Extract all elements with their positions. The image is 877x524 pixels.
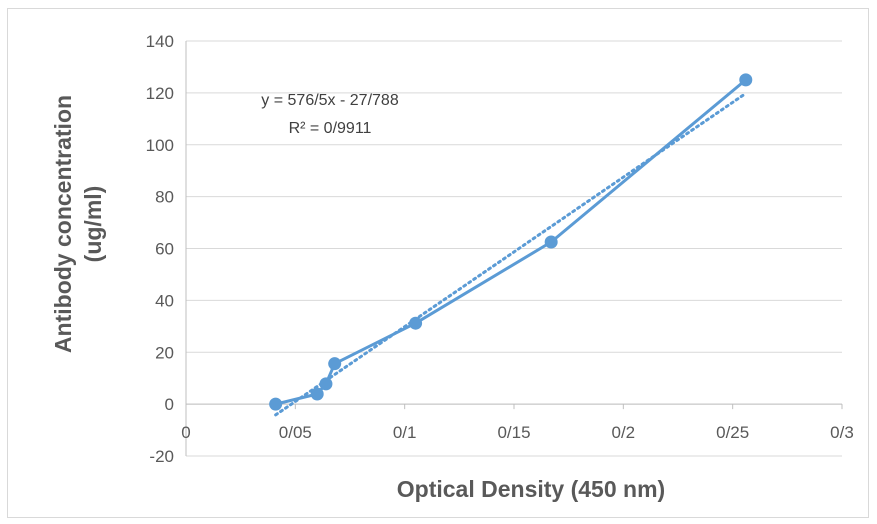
data-point xyxy=(328,357,342,371)
y-tick-label: 20 xyxy=(155,343,174,362)
r-squared-label: R² = 0/9911 xyxy=(289,120,372,137)
y-axis-title-line2: (ug/ml) xyxy=(80,186,106,263)
x-tick-label: 0/3 xyxy=(830,423,854,442)
trendline-equation: y = 576/5x - 27/788 xyxy=(261,92,399,109)
x-axis-title: Optical Density (450 nm) xyxy=(397,476,665,502)
y-tick-label: 80 xyxy=(155,188,174,207)
chart-plot: -20 0 20 40 60 80 100 120 140 0 0/05 0/1 0/15 0/2 0/2… xyxy=(50,32,854,502)
x-tick-labels: 0 0/05 0/1 0/15 0/2 0/25 0/3 xyxy=(181,423,854,442)
y-tick-label: -20 xyxy=(149,447,174,466)
data-point xyxy=(739,73,753,87)
data-point xyxy=(269,397,283,411)
x-tick-label: 0/05 xyxy=(279,423,312,442)
y-tick-label: 60 xyxy=(155,240,174,259)
x-axis xyxy=(185,41,843,456)
data-point xyxy=(544,235,558,249)
x-tick-label: 0/25 xyxy=(716,423,749,442)
data-point xyxy=(409,316,423,330)
y-tick-label: 140 xyxy=(146,32,174,51)
data-series xyxy=(269,73,753,411)
trendline xyxy=(274,91,748,417)
y-tick-labels: -20 0 20 40 60 80 100 120 140 xyxy=(146,32,174,466)
chart-area: -20 0 20 40 60 80 100 120 140 0 0/05 0/1 0/15 0/2 0/2… xyxy=(7,8,869,518)
trendline-path xyxy=(274,91,748,417)
x-tick-label: 0/15 xyxy=(497,423,530,442)
y-tick-label: 40 xyxy=(155,291,174,310)
y-axis-title-line1: Antibody concentration xyxy=(50,95,76,353)
data-point xyxy=(310,387,324,401)
x-tick-label: 0/1 xyxy=(393,423,417,442)
y-tick-label: 120 xyxy=(146,84,174,103)
x-tick-label: 0/2 xyxy=(612,423,636,442)
y-tick-label: 100 xyxy=(146,136,174,155)
y-tick-label: 0 xyxy=(165,395,174,414)
data-point xyxy=(319,377,333,391)
x-tick-label: 0 xyxy=(181,423,190,442)
